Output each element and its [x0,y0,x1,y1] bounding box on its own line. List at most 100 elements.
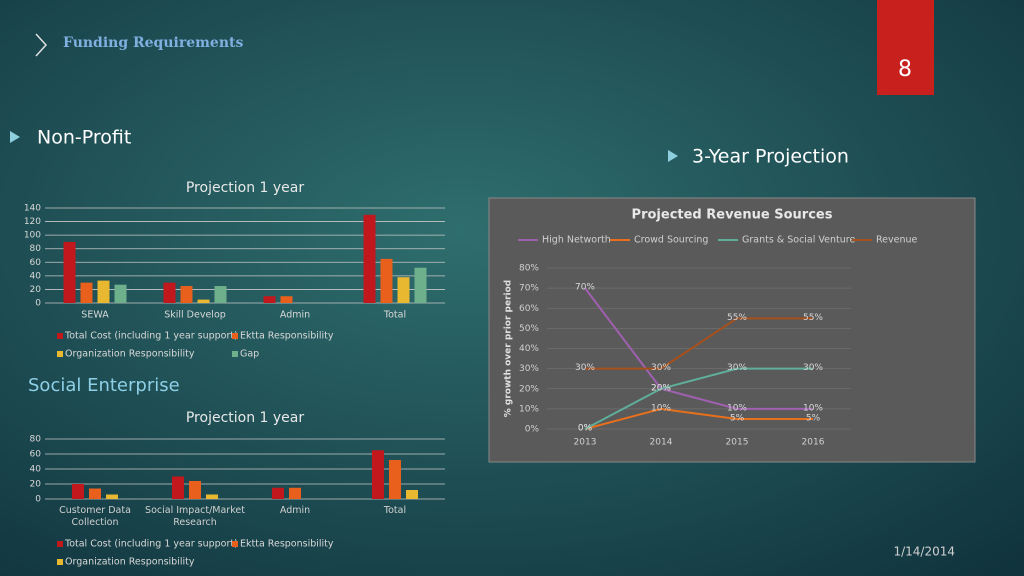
x-tick-label-box: Customer Data Collection [59,505,131,528]
y-tick-label: 20 [30,480,42,490]
y-tick-label: 70% [519,284,539,294]
data-label: 5% [730,413,745,423]
data-label: 55% [803,313,823,323]
legend-label: Gap [240,349,259,360]
legend-label: Crowd Sourcing [634,235,708,246]
bar [414,267,427,303]
y-tick-label: 20 [30,285,42,295]
y-tick-label: 0 [35,495,41,505]
y-tick-label: 20% [519,384,539,394]
x-tick-label: Social Impact/Market Research [145,505,245,528]
bullet [10,131,20,143]
bar [380,258,393,303]
legend-swatch [232,333,238,339]
data-label: 10% [727,403,747,413]
chart-title: Projection 1 year [186,180,305,196]
legend-label: Total Cost (including 1 year support) [64,331,238,342]
bar [206,494,218,499]
chart-title: Projected Revenue Sources [632,208,833,223]
y-tick-label: 40% [519,344,539,354]
bar [272,487,284,499]
y-tick-label: 0% [525,425,540,435]
y-tick-label: 60 [30,450,42,460]
x-tick-label: Skill Develop [164,310,226,321]
y-tick-label: 40 [30,271,42,281]
legend-swatch [57,333,63,339]
bullet [668,150,678,162]
data-label: 30% [651,363,671,373]
data-label: 10% [803,403,823,413]
y-tick-label: 60% [519,304,539,314]
data-label: 10% [651,403,671,413]
bar [363,214,376,303]
y-tick-label: 100 [24,231,41,241]
legend-swatch [232,351,238,357]
series-line [584,367,813,430]
x-tick-label: 2015 [726,438,749,448]
bar [80,282,93,303]
series-line [584,407,813,430]
y-tick-label: 0 [35,299,41,309]
series-line [585,317,813,370]
legend-label: Revenue [876,235,918,246]
x-tick-label: Admin [279,505,311,516]
y-tick-label: 80 [30,244,42,254]
y-tick-label: 80% [519,264,539,274]
section-heading: Non-Profit [37,127,131,149]
x-tick-label: 2014 [650,438,673,448]
x-tick-label: SEWA [81,310,109,321]
y-tick-label: 60 [30,258,42,268]
bar [89,488,101,499]
y-tick-label: 120 [24,217,41,227]
bar [172,476,184,499]
bar [63,241,76,303]
data-label: 55% [727,313,747,323]
page-number: 8 [898,57,912,82]
bar [163,282,176,303]
legend-label: Organization Responsibility [65,557,195,568]
bar [289,487,301,499]
data-label: 30% [727,363,747,373]
bar [397,277,410,303]
bar [72,484,84,499]
x-tick-label: Total [383,505,407,516]
y-axis-label: % growth over prior period [504,280,514,418]
bar [106,494,118,499]
x-tick-label: Admin [280,310,310,321]
slide-date: 1/14/2014 [893,545,955,559]
bar [97,280,110,303]
y-tick-label: 140 [24,204,41,214]
bar [372,450,384,499]
data-label: 30% [803,363,823,373]
bar [180,286,193,303]
chart-title: Projection 1 year [186,410,305,426]
y-tick-label: 40 [30,465,42,475]
chevron [35,33,48,57]
page-badge [877,0,934,95]
legend-swatch [57,559,63,565]
section-heading: Social Enterprise [28,375,180,396]
legend-label: Total Cost (including 1 year support) [64,539,238,550]
section-heading: 3-Year Projection [692,146,849,168]
x-tick-label-box: Admin [279,505,311,516]
bar [114,284,127,303]
x-tick-label: 2016 [802,438,825,448]
data-label: 0% [578,424,593,434]
bar [280,296,293,303]
y-tick-label: 10% [519,404,539,414]
y-tick-label: 80 [30,435,42,445]
legend-label: Ektta Responsibility [240,539,334,550]
legend-label: Ektta Responsibility [240,331,334,342]
x-tick-label-box: Social Impact/Market Research [145,505,245,528]
legend-label: High Networth [542,235,611,246]
data-label: 5% [806,413,821,423]
legend-label: Grants & Social Venture [742,235,855,246]
bar [406,490,418,499]
series-line [584,287,813,410]
bar [263,296,276,303]
y-tick-label: 30% [519,364,539,374]
data-label: 30% [575,363,595,373]
legend-label: Organization Responsibility [65,349,195,360]
x-tick-label: Total [383,310,406,321]
